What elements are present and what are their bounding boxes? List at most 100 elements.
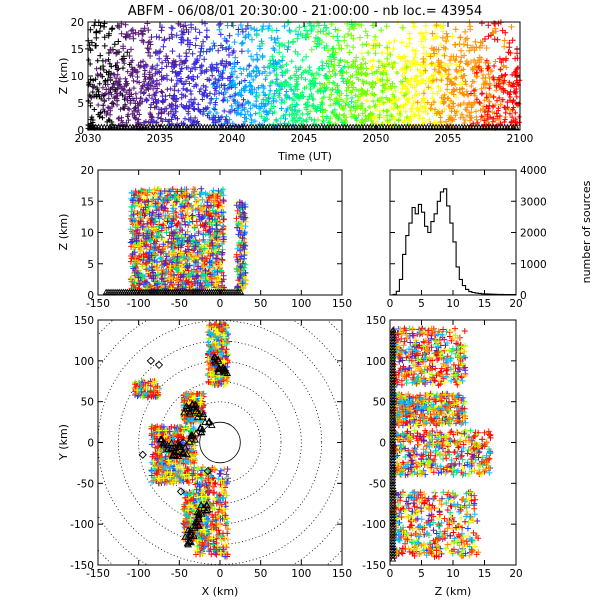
panel-altitude-vs-time: 2030 2035 2040 2045 2050 2055 2100 0 5 10 15 20 Tim… — [57, 17, 533, 163]
plan-x-label: X (km) — [202, 585, 239, 598]
x-tick-label: 15 — [478, 298, 491, 310]
plan-axes: -150 -100 -50 0 50 100 150 -150 -100 -50 0 50 100 150 — [70, 315, 352, 580]
y-tick-label: 5 — [87, 259, 94, 271]
x-tick-label: -100 — [127, 298, 151, 310]
x-tick-label: 20 — [509, 568, 522, 580]
time-source-crosses — [141, 19, 252, 131]
y-tick-label: 100 — [366, 356, 386, 368]
y-tick-label: 4000 — [520, 165, 547, 177]
x-tick-label: 10 — [446, 568, 459, 580]
range-ring — [138, 360, 302, 525]
y-tick-label: 3000 — [520, 196, 547, 208]
y-tick-label: 0 — [520, 290, 527, 302]
xz-y-label: Z (km) — [57, 214, 70, 251]
x-tick-label: 5 — [418, 568, 425, 580]
y-tick-label: 0 — [77, 125, 84, 137]
histogram-step-line — [390, 188, 516, 296]
y-tick-label: 0 — [87, 438, 94, 450]
time-scatter-marks — [85, 19, 523, 131]
x-tick-label: 15 — [478, 568, 491, 580]
y-tick-label: 20 — [81, 165, 94, 177]
xz-source-crosses — [127, 186, 249, 295]
plan-scatter-marks — [131, 321, 232, 560]
x-tick-label: 2100 — [507, 133, 534, 145]
y-tick-label: 50 — [81, 397, 94, 409]
x-tick-label: 0 — [217, 568, 224, 580]
y-tick-label: 2000 — [520, 228, 547, 240]
panel-altitude-vs-y: 0 5 10 15 20 -150 -100 -50 0 50 100 150 Z (km) — [362, 315, 523, 598]
y-tick-label: 10 — [71, 71, 84, 83]
time-y-label: Z (km) — [57, 58, 70, 95]
y-tick-label: 1000 — [520, 259, 547, 271]
x-tick-label: 0 — [387, 298, 394, 310]
time-source-crosses — [468, 19, 523, 131]
x-tick-label: -50 — [171, 568, 188, 580]
figure-title: ABFM - 06/08/01 20:30:00 - 21:00:00 - nb… — [128, 4, 483, 19]
zy-scatter-marks — [389, 325, 494, 562]
x-tick-label: 50 — [254, 298, 267, 310]
plan-diamond-markers — [138, 356, 212, 496]
x-tick-label: 0 — [387, 568, 394, 580]
plan-station-triangles — [156, 352, 232, 548]
y-tick-label: -50 — [77, 478, 94, 490]
x-tick-label: 2055 — [435, 133, 462, 145]
y-tick-label: -150 — [362, 560, 386, 572]
y-tick-label: 15 — [81, 196, 94, 208]
x-tick-label: -150 — [86, 298, 110, 310]
histogram-y-label: number of sources — [580, 180, 593, 283]
x-tick-label: -150 — [86, 568, 110, 580]
x-tick-label: 2045 — [291, 133, 318, 145]
x-tick-label: 100 — [291, 568, 311, 580]
y-tick-label: 150 — [74, 315, 94, 327]
x-tick-label: 150 — [332, 298, 352, 310]
station-triangles — [86, 123, 520, 130]
panel-altitude-vs-x: -150 -100 -50 0 50 100 150 0 5 10 15 20 Z (km) — [57, 165, 352, 310]
x-tick-label: 150 — [332, 568, 352, 580]
time-axes: 2030 2035 2040 2045 2050 2055 2100 0 5 10 15 20 — [71, 17, 534, 145]
y-tick-label: 5 — [77, 98, 84, 110]
x-tick-label: 2050 — [363, 133, 390, 145]
y-tick-label: 15 — [71, 44, 84, 56]
x-tick-label: 50 — [254, 568, 267, 580]
x-tick-label: -100 — [127, 568, 151, 580]
x-tick-label: -50 — [171, 298, 188, 310]
xz-axes: -150 -100 -50 0 50 100 150 0 5 10 15 20 — [81, 165, 352, 310]
zy-source-crosses — [390, 330, 493, 559]
time-x-label: Time (UT) — [277, 150, 332, 163]
x-tick-label: 0 — [217, 298, 224, 310]
y-tick-label: 10 — [81, 228, 94, 240]
x-tick-label: 100 — [291, 298, 311, 310]
zy-source-crosses — [390, 325, 494, 558]
xz-scatter-marks — [102, 185, 249, 295]
y-tick-label: 50 — [373, 397, 386, 409]
x-tick-label: 2030 — [75, 133, 102, 145]
y-tick-label: -100 — [70, 519, 94, 531]
y-tick-label: 100 — [74, 356, 94, 368]
y-tick-label: -50 — [369, 478, 386, 490]
zy-x-label: Z (km) — [435, 585, 472, 598]
x-tick-label: 20 — [509, 298, 522, 310]
xz-station-triangles — [102, 288, 245, 295]
y-tick-label: -150 — [70, 560, 94, 572]
xz-source-crosses — [129, 185, 249, 295]
zy-station-triangles — [389, 326, 397, 562]
x-tick-label: 10 — [446, 298, 459, 310]
y-tick-label: 150 — [366, 315, 386, 327]
range-ring — [117, 340, 323, 545]
x-tick-label: 2035 — [147, 133, 174, 145]
plan-y-label: Y (km) — [57, 424, 70, 461]
panel-plan-view: -150 -100 -50 0 50 100 150 -150 -100 -50 0 50 100 150… — [57, 315, 352, 598]
x-tick-label: 2040 — [219, 133, 246, 145]
y-tick-label: 20 — [71, 17, 84, 29]
zy-axes: 0 5 10 15 20 -150 -100 -50 0 50 100 150 — [362, 315, 523, 580]
xz-source-crosses — [128, 188, 248, 295]
zy-source-crosses — [390, 325, 492, 559]
range-ring — [199, 421, 241, 464]
x-tick-label: 5 — [418, 298, 425, 310]
y-tick-label: 0 — [379, 438, 386, 450]
y-tick-label: -100 — [362, 519, 386, 531]
range-ring — [158, 381, 282, 504]
